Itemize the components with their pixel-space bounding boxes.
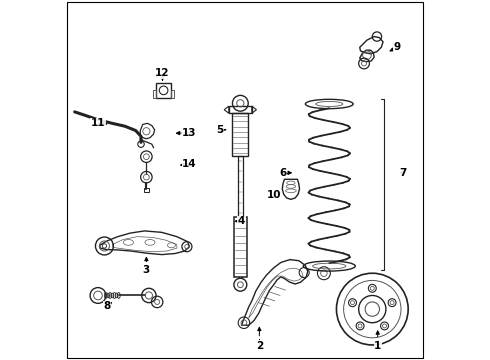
Bar [229, 106, 252, 113]
Text: 2: 2 [256, 341, 263, 351]
Text: 6: 6 [279, 168, 286, 178]
Text: 12: 12 [155, 68, 170, 78]
Text: 4: 4 [238, 216, 245, 226]
Bar [238, 156, 243, 217]
Text: 14: 14 [182, 159, 196, 169]
Bar [234, 217, 247, 277]
Text: 10: 10 [267, 190, 281, 200]
Text: 3: 3 [143, 265, 150, 275]
Bar [144, 188, 148, 192]
Text: 13: 13 [182, 128, 196, 138]
Bar [153, 90, 156, 98]
Text: 1: 1 [374, 341, 381, 351]
Bar [171, 90, 174, 98]
Text: 8: 8 [103, 301, 111, 311]
Text: 9: 9 [394, 42, 401, 52]
Text: 5: 5 [216, 125, 223, 135]
Text: 7: 7 [399, 168, 407, 178]
Bar [232, 113, 248, 156]
Bar [156, 83, 171, 98]
Text: 11: 11 [91, 118, 105, 128]
